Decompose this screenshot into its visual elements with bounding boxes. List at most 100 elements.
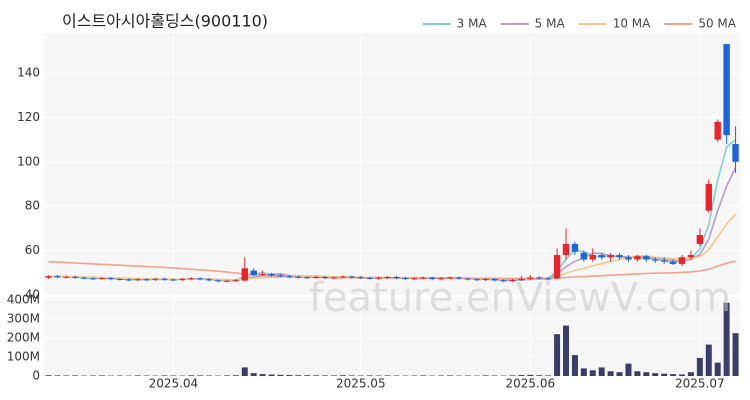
volume-bar — [554, 334, 561, 376]
volume-bar — [161, 375, 168, 376]
grid: 40 60 80 100 120 140 0 100M 200M 300M 400M 2025.04 2… — [7, 33, 740, 391]
volume-bar — [420, 375, 427, 376]
volume-bar — [509, 375, 516, 376]
watermark: feature.enViewV.com — [309, 275, 731, 321]
volume-bar — [250, 373, 257, 376]
y-tick-label: 120 — [17, 110, 40, 124]
candle-body — [357, 277, 364, 279]
candle-body — [214, 280, 222, 282]
candle-body — [89, 278, 97, 280]
candle-body — [669, 261, 677, 264]
volume-bar — [598, 367, 605, 376]
candle-body — [277, 275, 284, 277]
x-tick-label: 2025.07 — [675, 377, 725, 391]
volume-bar — [304, 375, 311, 376]
volume-bar — [295, 375, 302, 376]
candle-body — [223, 280, 231, 282]
candle-body — [411, 278, 418, 280]
candle-body — [473, 279, 480, 281]
candle-body — [464, 278, 472, 280]
y-tick-label: 40 — [25, 288, 40, 302]
candle-body — [598, 255, 605, 258]
legend-label: 50 MA — [698, 17, 736, 31]
volume-bar — [723, 302, 730, 376]
volume-bar — [348, 375, 355, 376]
candle-body — [80, 277, 88, 279]
candle-body — [125, 279, 132, 281]
y-tick-label: 60 — [25, 243, 40, 257]
candle-body — [491, 279, 498, 281]
volume-tick-label: 200M — [7, 330, 40, 344]
volume-bar — [714, 362, 721, 376]
volume-tick-label: 0 — [32, 369, 40, 383]
candle-body — [54, 276, 61, 278]
volume-bar — [616, 372, 623, 376]
volume-bar — [625, 363, 632, 376]
volume-bar — [563, 325, 569, 376]
volume-tick-label: 300M — [7, 311, 40, 325]
volume-bar — [268, 374, 275, 376]
candle-body — [250, 270, 257, 276]
candle-body — [384, 277, 391, 279]
chart-title: 이스트아시아홀딩스(900110) — [62, 12, 268, 31]
candle-body — [63, 276, 70, 278]
ma-line — [48, 260, 736, 280]
volume-bar — [545, 375, 552, 376]
candle-body — [544, 278, 552, 280]
volume-plot-background — [44, 298, 740, 376]
candle-body — [696, 235, 704, 244]
candle-body — [143, 279, 150, 281]
volume-bar — [241, 367, 248, 376]
volume-bar — [45, 375, 52, 376]
volume-bar — [134, 375, 141, 376]
candle-body — [616, 255, 623, 258]
volume-bar — [366, 375, 373, 376]
candle-body — [116, 279, 124, 281]
x-tick-label: 2025.04 — [149, 377, 199, 391]
candle-body — [170, 279, 177, 281]
volume-bar — [313, 375, 320, 376]
price-plot-background — [44, 33, 740, 295]
volume-bar — [589, 370, 596, 376]
volume-bar — [259, 374, 266, 376]
candle-body — [437, 278, 445, 280]
candle-body — [723, 44, 730, 136]
y-tick-label: 100 — [17, 154, 40, 168]
candle-body — [134, 279, 141, 281]
volume-bar — [482, 375, 489, 376]
volume-bar — [322, 375, 329, 376]
volume-bar — [732, 333, 739, 376]
candle-body — [446, 277, 454, 279]
volume-bar — [580, 368, 587, 376]
candle-body — [366, 277, 373, 279]
candle-body — [678, 257, 686, 264]
candle-body — [268, 273, 275, 276]
candle-body — [375, 277, 382, 279]
candle-body — [536, 277, 543, 279]
x-tick-label: 2025.05 — [336, 377, 386, 391]
volume-bar — [652, 373, 659, 376]
candle-body — [527, 277, 534, 279]
volume-bar — [331, 375, 337, 376]
candle-body — [562, 243, 570, 256]
candle-body — [205, 279, 213, 281]
candle-body — [45, 276, 52, 278]
candle-body — [393, 277, 400, 279]
candle-body — [312, 277, 320, 279]
volume-bar — [634, 371, 641, 376]
candle-body — [259, 273, 266, 276]
candle-body — [188, 278, 195, 280]
legend: 50 MA 10 MA 5 MA 3 MA — [422, 17, 737, 31]
volume-bar — [687, 372, 694, 376]
candle-body — [705, 183, 712, 211]
volume-tick-label: 400M — [7, 292, 40, 306]
volume-bar — [661, 373, 668, 376]
candle-body — [660, 260, 668, 262]
volume-bar — [223, 375, 230, 376]
volume-bar — [188, 375, 195, 376]
candle-body — [420, 277, 427, 279]
volume-bar — [447, 375, 453, 376]
candle-body — [232, 279, 240, 281]
legend-label: 5 MA — [535, 17, 566, 31]
